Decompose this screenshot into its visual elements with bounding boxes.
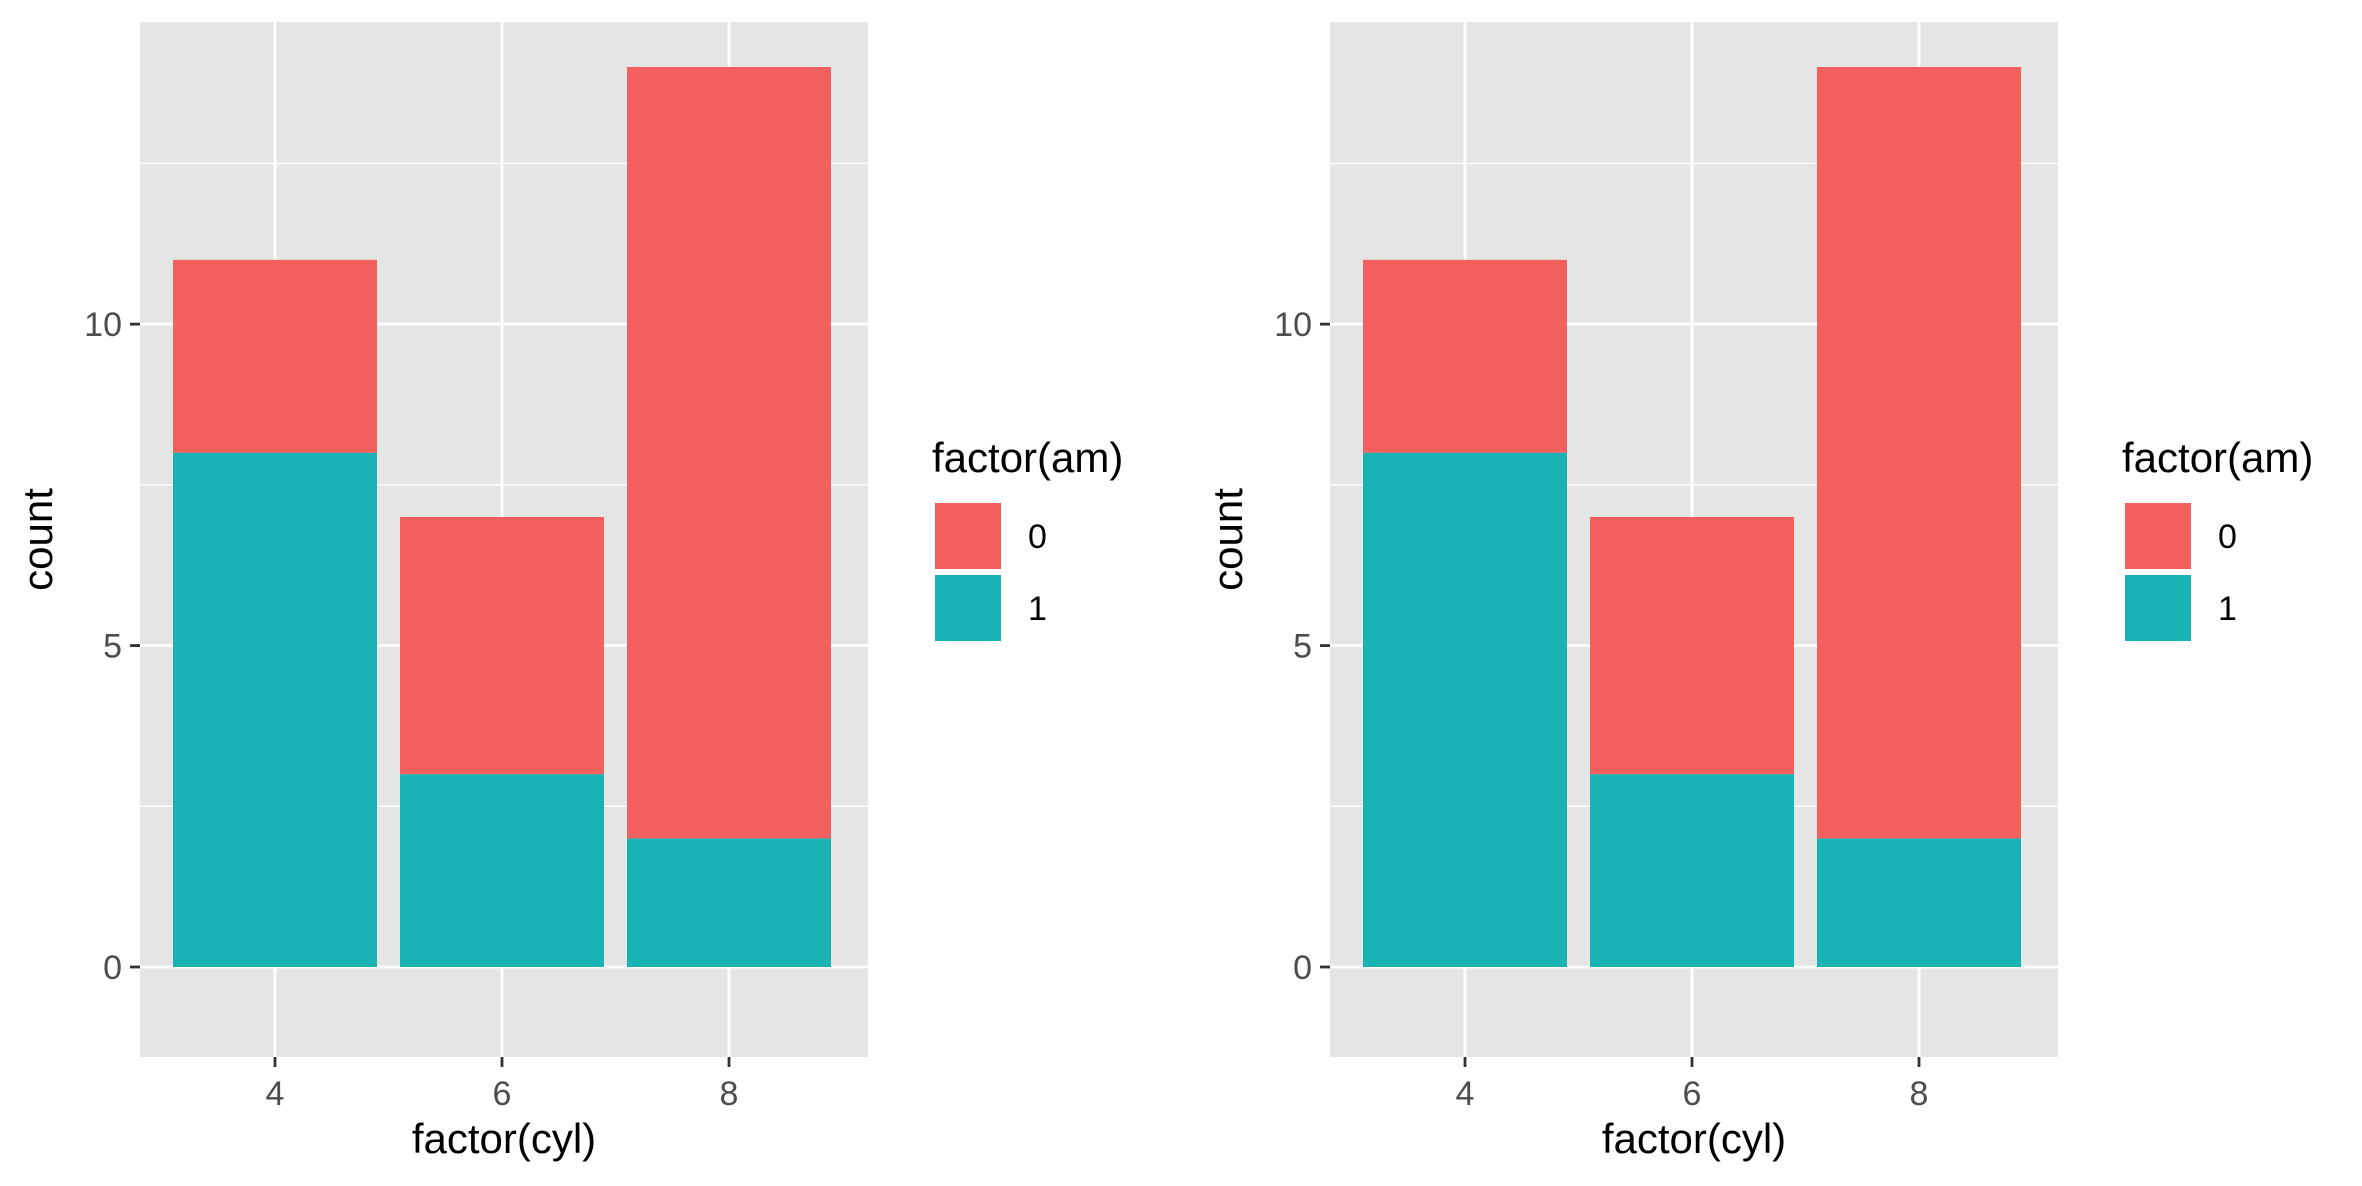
bar-6-am-1 bbox=[1590, 774, 1794, 967]
legend-label: 0 bbox=[2218, 518, 2237, 556]
legend-title: factor(am) bbox=[932, 434, 1123, 481]
legend-key-am-1 bbox=[935, 575, 1001, 641]
x-tick-label: 8 bbox=[720, 1075, 739, 1113]
x-tick-label: 6 bbox=[1683, 1075, 1702, 1113]
y-tick-label: 10 bbox=[84, 306, 122, 344]
y-tick-label: 10 bbox=[1274, 306, 1312, 344]
bar-6-am-1 bbox=[400, 774, 604, 967]
x-tick-label: 4 bbox=[266, 1075, 285, 1113]
x-axis-title: factor(cyl) bbox=[1602, 1115, 1786, 1162]
y-tick-label: 5 bbox=[103, 628, 122, 666]
legend-label: 1 bbox=[1028, 590, 1047, 628]
bar-8-am-0 bbox=[627, 67, 831, 839]
legend-label: 1 bbox=[2218, 590, 2237, 628]
bar-4-am-1 bbox=[1363, 452, 1567, 967]
x-tick-label: 4 bbox=[1456, 1075, 1475, 1113]
legend-key-am-0 bbox=[2125, 503, 2191, 569]
legend-title: factor(am) bbox=[2122, 434, 2313, 481]
y-axis-title: count bbox=[14, 488, 61, 591]
bar-6-am-0 bbox=[400, 517, 604, 775]
y-tick-label: 5 bbox=[1293, 628, 1312, 666]
legend-key-am-0 bbox=[935, 503, 1001, 569]
x-tick-label: 6 bbox=[493, 1075, 512, 1113]
chart-1: 0 5 10 4 6 8 factor(cyl) count factor(am) 0 1 bbox=[14, 22, 1123, 1162]
x-axis-title: factor(cyl) bbox=[412, 1115, 596, 1162]
x-tick-label: 8 bbox=[1910, 1075, 1929, 1113]
y-tick-label: 0 bbox=[1293, 949, 1312, 987]
bar-4-am-1 bbox=[173, 452, 377, 967]
y-tick-label: 0 bbox=[103, 949, 122, 987]
bar-4-am-0 bbox=[1363, 259, 1567, 453]
y-axis-title: count bbox=[1204, 488, 1251, 591]
bar-8-am-0 bbox=[1817, 67, 2021, 839]
bar-8-am-1 bbox=[627, 838, 831, 967]
legend-label: 0 bbox=[1028, 518, 1047, 556]
bar-8-am-1 bbox=[1817, 838, 2021, 967]
bar-6-am-0 bbox=[1590, 517, 1794, 775]
chart-2: 0 5 10 4 6 8 factor(cyl) count factor(am) 0 1 bbox=[1204, 22, 2313, 1162]
legend-key-am-1 bbox=[2125, 575, 2191, 641]
bar-4-am-0 bbox=[173, 259, 377, 453]
